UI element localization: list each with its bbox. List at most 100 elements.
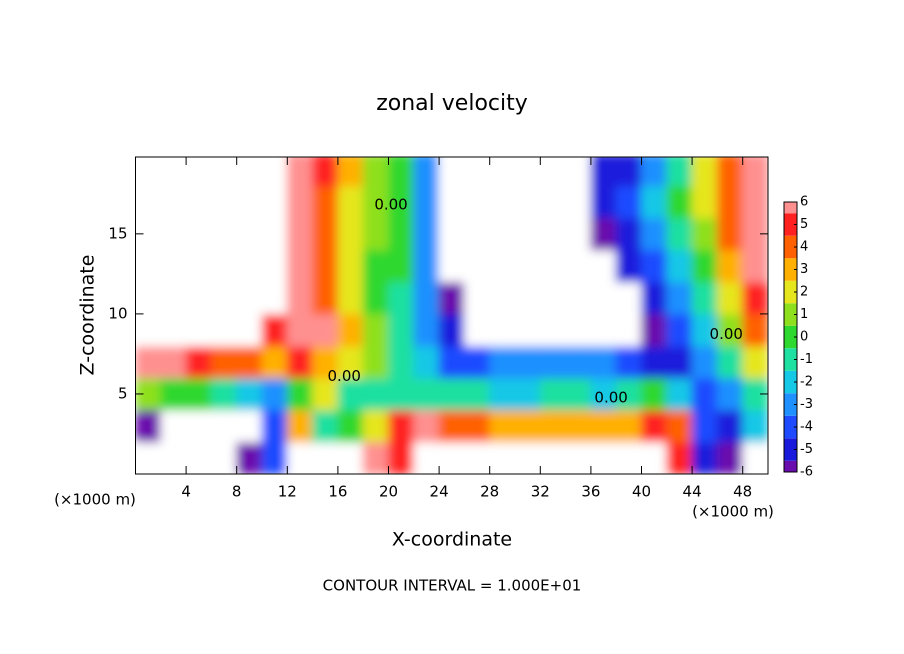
field-cell <box>641 377 668 411</box>
field-cell <box>539 185 567 219</box>
field-cell <box>489 345 516 379</box>
field-cell <box>362 313 389 347</box>
field-cell <box>337 185 364 219</box>
field-cell <box>463 217 491 251</box>
field-cell <box>716 345 744 379</box>
field-cell <box>742 313 768 347</box>
field-cell <box>463 281 491 315</box>
field-cell <box>362 281 389 315</box>
field-cell <box>337 377 364 411</box>
field-cell <box>185 281 212 315</box>
field-cell <box>489 157 516 187</box>
field-cell <box>160 157 187 187</box>
field <box>135 157 768 474</box>
field-cell <box>691 409 718 443</box>
field-cell <box>160 185 187 219</box>
field-cell <box>514 377 541 411</box>
x-tick-label: 40 <box>632 483 651 501</box>
field-cell <box>362 345 389 379</box>
x-unit: (×1000 m) <box>54 491 136 509</box>
field-cell <box>337 217 364 251</box>
field-cell <box>286 157 314 187</box>
field-cell <box>438 185 465 219</box>
colorbar-swatch <box>784 348 797 371</box>
field-cell <box>438 409 465 443</box>
field-cell <box>565 345 592 379</box>
field-cell <box>691 217 718 251</box>
field-cell <box>185 249 212 283</box>
field-cell <box>413 217 440 251</box>
colorbar-swatch <box>784 280 797 304</box>
field-cell <box>210 157 238 187</box>
field-cell <box>388 313 415 347</box>
field-cell <box>641 345 668 379</box>
field-cell <box>514 409 541 443</box>
field-cell <box>362 249 389 283</box>
x-tick-label: 32 <box>531 483 550 501</box>
y-axis-label: Z-coordinate <box>77 255 99 376</box>
field-cell <box>489 217 516 251</box>
field-cell <box>261 281 288 315</box>
x-tick-label: 16 <box>328 483 347 501</box>
field-cell <box>286 313 314 347</box>
field-cell <box>565 281 592 315</box>
field-cell <box>210 185 238 219</box>
colorbar-label: -4 <box>800 420 813 435</box>
field-cell <box>514 217 541 251</box>
colorbar-label: -2 <box>800 375 813 390</box>
x-axis-label: X-coordinate <box>392 529 512 551</box>
field-cell <box>666 409 693 443</box>
field-cell <box>590 281 617 315</box>
field-cell <box>185 157 212 187</box>
field-cell <box>337 345 364 379</box>
field-cell <box>742 281 768 315</box>
x-tick-label: 8 <box>232 483 242 501</box>
y-tick-label: 10 <box>108 304 127 322</box>
field-cell <box>135 157 162 187</box>
field-cell <box>463 441 491 474</box>
colorbar-label: -3 <box>800 397 813 412</box>
field-cell <box>185 409 212 443</box>
plot-area <box>135 157 768 474</box>
field-cell <box>160 441 187 474</box>
colorbar-swatch <box>784 393 797 416</box>
field-cell <box>641 249 668 283</box>
field-cell <box>312 345 339 379</box>
x-tick-label: 48 <box>733 483 752 501</box>
y-tick-label: 15 <box>108 224 127 242</box>
field-cell <box>438 345 465 379</box>
field-cell <box>185 185 212 219</box>
field-cell <box>413 377 440 411</box>
field-cell <box>615 345 642 379</box>
field-cell <box>388 217 415 251</box>
field-cell <box>641 313 668 347</box>
field-cell <box>135 185 162 219</box>
field-cell <box>160 345 187 379</box>
colorbar-swatch <box>784 325 797 349</box>
field-cell <box>160 409 187 443</box>
field-cell <box>286 249 314 283</box>
field-cell <box>236 185 263 219</box>
field-cell <box>337 249 364 283</box>
field-cell <box>312 409 339 443</box>
field-cell <box>236 157 263 187</box>
field-cell <box>413 409 440 443</box>
field-cell <box>691 281 718 315</box>
field-cell <box>413 157 440 187</box>
field-cell <box>742 441 768 474</box>
x-tick-label: 28 <box>480 483 499 501</box>
field-cell <box>337 313 364 347</box>
colorbar-label: 5 <box>800 217 808 232</box>
field-cell <box>286 377 314 411</box>
colorbar-label: 1 <box>800 307 808 322</box>
field-cell <box>641 441 668 474</box>
field-cell <box>641 409 668 443</box>
field-cell <box>286 345 314 379</box>
field-cell <box>565 157 592 187</box>
field-cell <box>413 249 440 283</box>
field-cell <box>666 377 693 411</box>
field-cell <box>185 345 212 379</box>
field-cell <box>135 249 162 283</box>
field-cell <box>742 249 768 283</box>
